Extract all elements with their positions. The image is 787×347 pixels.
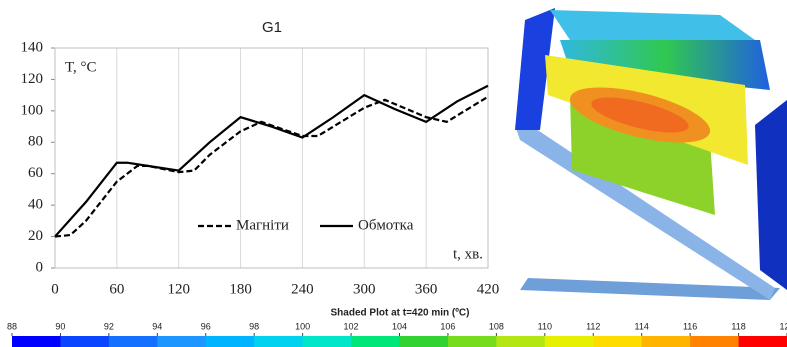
legend-label: Обмотка [358,217,414,233]
chart-title: G1 [262,19,282,36]
colorbar-tick-label: 112 [586,321,600,331]
y-tick-label: 140 [21,39,44,55]
colorbar-tick-label: 110 [538,321,552,331]
y-tick-label: 0 [36,259,44,275]
y-tick-label: 100 [21,102,44,118]
x-tick-label: 60 [109,281,124,297]
x-tick-label: 180 [229,281,252,297]
colorbar-tick-label: 88 [7,321,17,331]
colorbar-segment [593,336,642,347]
colorbar-tick-label: 108 [489,321,504,331]
y-tick-label: 120 [21,71,44,87]
colorbar-tick-label: 106 [440,321,455,331]
colorbar-segment [448,336,497,347]
y-tick-label: 40 [28,197,43,213]
y-axis-label: T, °C [65,59,97,75]
legend-label: Магніти [236,217,289,233]
colorbar-tick-label: 102 [344,321,359,331]
colorbar-segment [400,336,449,347]
x-axis-label: t, хв. [453,246,483,262]
x-tick-label: 120 [167,281,190,297]
colorbar-segment [109,336,158,347]
colorbar-title: Shaded Plot at t=420 min (ºC) [331,308,470,319]
colorbar-tick-label: 94 [152,321,162,331]
colorbar-tick-label: 98 [249,321,259,331]
x-tick-label: 0 [51,281,59,297]
colorbar-tick-label: 96 [201,321,211,331]
colorbar-segment [545,336,594,347]
colorbar-segment [739,336,787,347]
colorbar-segment [254,336,303,347]
colorbar-segment [642,336,691,347]
x-tick-label: 360 [415,281,438,297]
colorbar-tick-label: 114 [635,321,649,331]
colorbar-tick-label: 116 [683,321,697,331]
y-tick-label: 60 [28,165,43,181]
colorbar-segment [157,336,206,347]
y-tick-label: 20 [28,228,43,244]
colorbar-segment [12,336,61,347]
colorbar-segment [60,336,109,347]
colorbar-tick-label: 92 [104,321,114,331]
x-tick-label: 420 [477,281,500,297]
x-tick-label: 240 [291,281,314,297]
x-tick-label: 300 [353,281,376,297]
colorbar-segment [206,336,255,347]
colorbar-segment [690,336,739,347]
colorbar-tick-label: 104 [392,321,407,331]
colorbar-segment [303,336,352,347]
colorbar-segment [496,336,545,347]
colorbar-tick-label: 100 [295,321,310,331]
colorbar-tick-label: 120 [779,321,787,331]
figure: G1 T, °C t, хв. Shaded Plot at t=420 min… [0,0,787,347]
right-leg [755,100,787,290]
colorbar-tick-label: 118 [731,321,745,331]
colorbar-tick-label: 90 [55,321,65,331]
y-tick-label: 80 [28,134,43,150]
colorbar-segment [351,336,400,347]
